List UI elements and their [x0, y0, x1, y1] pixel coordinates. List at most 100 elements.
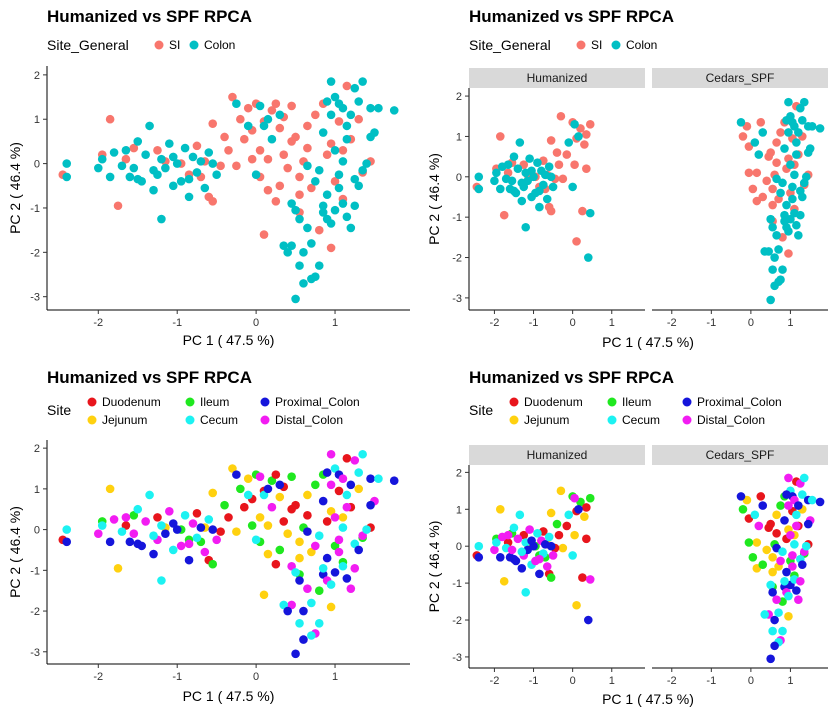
- panel1-points: [58, 77, 399, 304]
- panel4-humanized-point: [574, 504, 583, 514]
- legend-key-ileum: [185, 397, 195, 407]
- panel3-point: [239, 502, 249, 512]
- panel3-point: [149, 549, 158, 559]
- legend-label-cecum: Cecum: [200, 413, 238, 427]
- panel3-point: [180, 511, 190, 520]
- panel1-point: [279, 241, 289, 250]
- panel4-humanized-point: [552, 519, 562, 529]
- panel1-point: [149, 165, 158, 175]
- panel3-point: [133, 539, 143, 549]
- panel3-y-tick-label: 1: [34, 484, 40, 496]
- panel2-humanized-point: [572, 237, 581, 246]
- panel3-point: [133, 504, 143, 514]
- panel4-humanized-point: [583, 615, 593, 625]
- panel2-humanized-point: [509, 152, 519, 161]
- panel4-humanized-point: [570, 530, 579, 540]
- panel3-point: [354, 468, 364, 477]
- panel4-cedars-point: [768, 552, 777, 562]
- panel4-humanized-point: [546, 573, 556, 582]
- panel3-point: [326, 449, 336, 459]
- legend-key-duodenum: [509, 397, 519, 407]
- legend-label-cecum: Cecum: [622, 413, 660, 427]
- panel1-point: [184, 174, 194, 184]
- panel2-y-label: PC 2 ( 46.4 %): [426, 153, 442, 245]
- panel3-point: [362, 525, 371, 534]
- panel1-point: [271, 197, 281, 206]
- panel2-humanized-point: [495, 132, 505, 141]
- panel2-cedars-point: [766, 214, 775, 224]
- panel1-point: [342, 212, 352, 222]
- panel3-point: [338, 513, 348, 522]
- panel4-cedars-point: [768, 626, 777, 636]
- panel2-cedars-point: [780, 210, 789, 220]
- panel4-cedars-point: [766, 580, 775, 590]
- panel1-point: [259, 121, 269, 131]
- legend-label-ileum: Ileum: [622, 395, 651, 409]
- panel3-point: [291, 568, 300, 577]
- panel1-point: [362, 159, 371, 168]
- panel4-cedars-point: [784, 473, 793, 483]
- panel1-point: [314, 225, 324, 235]
- panel1-point: [354, 97, 364, 106]
- panel4-cedars-point: [780, 576, 789, 586]
- panel4-humanized-y-tick-label: -3: [452, 652, 462, 664]
- panel1-x-tick-label: -1: [172, 317, 182, 329]
- panel3-y-tick-label: 2: [34, 443, 40, 455]
- panel1-y-label: PC 2 ( 46.4 %): [7, 142, 23, 234]
- panel1-point: [311, 177, 320, 186]
- panel1-point: [224, 145, 233, 155]
- panel2-humanized-point: [558, 174, 568, 184]
- panel3-point: [121, 521, 131, 530]
- panel1-point: [287, 137, 296, 146]
- panel1-point: [188, 152, 198, 162]
- panel2-cedars-point: [776, 188, 785, 198]
- panel2-cedars-point: [782, 200, 791, 210]
- panel2-cedars-point: [762, 176, 771, 186]
- panel4-humanized-point: [533, 528, 542, 538]
- panel4-humanized-x-tick-label: -2: [490, 675, 500, 687]
- panel4-cedars-point: [786, 530, 795, 540]
- panel3-point: [129, 529, 139, 538]
- panel2-humanized-x-tick-label: -2: [490, 317, 500, 329]
- panel3-point: [232, 527, 241, 536]
- panel2-humanized-point: [490, 176, 499, 186]
- panel1-point: [192, 168, 202, 177]
- panel1-point: [243, 103, 253, 113]
- panel2-cedars-point: [768, 265, 777, 274]
- panel3-point: [330, 541, 340, 551]
- panel1-point: [346, 110, 356, 120]
- panel3-point: [157, 521, 166, 530]
- panel3-point: [366, 474, 375, 483]
- panel1-point: [338, 103, 348, 113]
- panel3-point: [307, 598, 316, 608]
- panel3-point: [350, 539, 360, 549]
- panel1-point: [121, 145, 131, 155]
- panel4-cedars-point: [801, 541, 811, 551]
- panel1-point: [259, 230, 269, 239]
- panel4-cedars-points: [736, 473, 825, 664]
- panel4-cedars-point: [766, 654, 775, 664]
- panel2-cedars-point: [788, 194, 797, 204]
- panel4-cedars-point: [796, 576, 805, 586]
- legend-key-ileum: [607, 397, 617, 407]
- legend-key-duodenum: [87, 397, 97, 407]
- panel1-point: [263, 114, 273, 124]
- panel4-humanized-axes: -2 -1 0 1 -3 -2 -1 0 1 2: [452, 465, 645, 687]
- panel4-humanized-point: [554, 530, 564, 540]
- panel4-humanized-point: [556, 486, 566, 496]
- panel1-point: [330, 92, 340, 102]
- panel3-point: [243, 474, 253, 483]
- panel2-humanized-x-tick-label: 1: [609, 317, 615, 329]
- legend-key-cecum: [607, 415, 617, 425]
- panel3-point: [322, 517, 332, 526]
- panel3-point: [275, 480, 285, 490]
- panel4-cedars-point: [792, 521, 801, 531]
- panel1-point: [303, 143, 312, 153]
- panel4-humanized-point: [572, 600, 581, 610]
- panel3-point: [374, 474, 383, 483]
- panel3-point: [255, 472, 265, 481]
- panel1-point: [334, 170, 344, 179]
- panel2-cedars-point: [760, 247, 770, 256]
- panel1-point: [374, 103, 383, 113]
- legend-2: Site_General SI Colon: [469, 37, 657, 53]
